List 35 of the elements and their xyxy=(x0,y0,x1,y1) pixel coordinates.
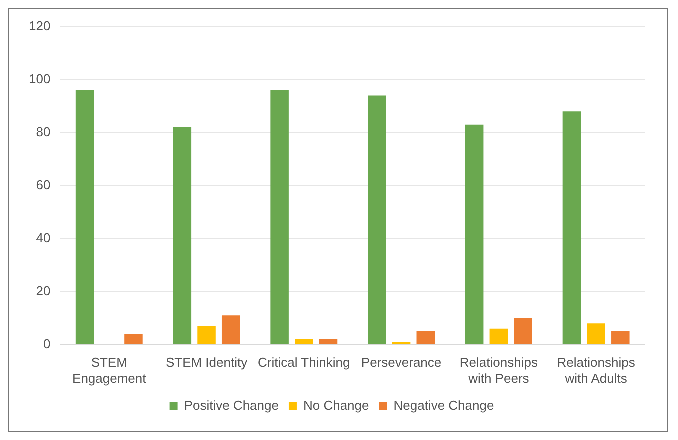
bar xyxy=(587,324,606,344)
y-tick-label: 100 xyxy=(28,71,51,86)
category-label: with Adults xyxy=(565,370,628,386)
legend-label: Negative Change xyxy=(394,398,494,414)
category-label: Engagement xyxy=(72,370,146,386)
bar xyxy=(612,332,630,344)
bar xyxy=(173,128,192,344)
bar xyxy=(465,124,484,344)
bar xyxy=(490,328,508,344)
y-tick-label: 0 xyxy=(43,336,51,352)
legend-label: No Change xyxy=(303,398,370,414)
category-label: Relationships xyxy=(460,355,538,370)
bar xyxy=(198,326,216,344)
bar xyxy=(319,340,338,344)
y-tick-label: 40 xyxy=(36,230,51,246)
x-tick-label: Critical Thinking xyxy=(258,355,350,370)
y-tick-label: 20 xyxy=(36,283,51,298)
category-label: with Peers xyxy=(468,370,530,386)
bar xyxy=(295,340,314,344)
bar xyxy=(562,112,582,344)
bar xyxy=(76,90,94,344)
bar xyxy=(514,318,532,344)
legend-label: Positive Change xyxy=(184,398,279,414)
x-tick-label: STEM Identity xyxy=(166,355,248,370)
bar xyxy=(124,334,143,344)
bar xyxy=(368,96,386,344)
category-label: STEM xyxy=(91,355,128,370)
y-tick-label: 60 xyxy=(36,177,51,192)
y-tick-label: 120 xyxy=(28,18,51,34)
bar xyxy=(270,90,289,344)
x-tick-label: Perseverance xyxy=(361,355,442,370)
bar xyxy=(416,332,436,344)
bar xyxy=(222,316,240,344)
category-label: Relationships xyxy=(557,355,636,370)
y-tick-label: 80 xyxy=(36,124,51,140)
